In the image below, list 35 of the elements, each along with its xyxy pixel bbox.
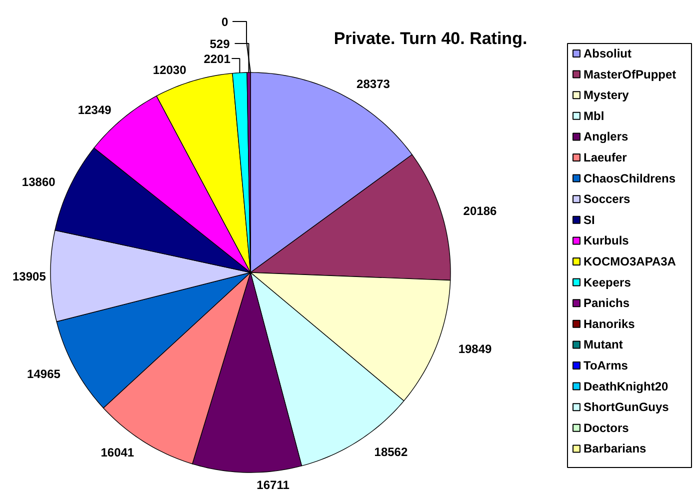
- chart-title: Private. Turn 40. Rating.: [334, 29, 528, 48]
- legend-label: Soccers: [584, 192, 631, 206]
- data-label: 12030: [152, 62, 187, 77]
- legend-label: DeathKnight20: [584, 379, 668, 394]
- legend-label: Doctors: [584, 420, 630, 435]
- data-label: 16711: [256, 478, 290, 492]
- legend-label: ShortGunGuys: [584, 400, 670, 414]
- data-label: 2201: [204, 52, 231, 66]
- legend-label: Barbarians: [584, 442, 647, 456]
- legend-label: Mutant: [584, 338, 623, 352]
- data-label: 18562: [374, 444, 408, 459]
- legend-label: ToArms: [584, 358, 628, 372]
- data-label: 28373: [356, 77, 390, 92]
- data-label: 20186: [463, 204, 497, 218]
- legend-label: Absoliut: [584, 46, 632, 60]
- legend-label: Keepers: [584, 275, 632, 290]
- legend-label: SI: [584, 212, 595, 227]
- legend-label: KOCMO3APA3A: [584, 254, 676, 268]
- text: 0: [222, 15, 228, 29]
- data-label: 16041: [100, 446, 134, 460]
- legend-label: Mystery: [584, 88, 630, 102]
- data-label: 13860: [22, 175, 56, 190]
- legend-label: Anglers: [584, 130, 629, 144]
- data-label: 13905: [12, 270, 46, 284]
- legend-label: Panichs: [584, 296, 630, 310]
- legend-label: Hanoriks: [584, 316, 636, 331]
- legend-label: Mbl: [584, 108, 604, 123]
- data-label: 19849: [458, 342, 492, 356]
- data-label: 529: [210, 37, 230, 51]
- legend-label: ChaosChildrens: [584, 171, 676, 186]
- legend-label: Laeufer: [584, 150, 628, 164]
- data-label: 14965: [27, 366, 61, 381]
- data-label: 12349: [78, 103, 112, 118]
- legend-label: Kurbuls: [584, 234, 630, 248]
- legend-label: MasterOfPuppet: [584, 67, 676, 82]
